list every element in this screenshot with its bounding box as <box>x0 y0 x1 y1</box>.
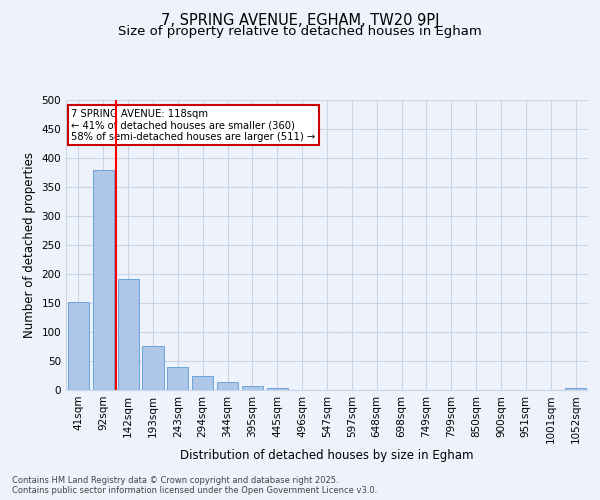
X-axis label: Distribution of detached houses by size in Egham: Distribution of detached houses by size … <box>180 449 474 462</box>
Bar <box>242 386 263 390</box>
Bar <box>118 279 139 390</box>
Bar <box>68 302 89 390</box>
Bar <box>167 368 188 390</box>
Bar <box>267 388 288 390</box>
Bar <box>565 388 586 390</box>
Bar <box>192 376 213 390</box>
Text: Size of property relative to detached houses in Egham: Size of property relative to detached ho… <box>118 25 482 38</box>
Bar <box>142 346 164 390</box>
Text: Contains HM Land Registry data © Crown copyright and database right 2025.
Contai: Contains HM Land Registry data © Crown c… <box>12 476 377 495</box>
Text: 7 SPRING AVENUE: 118sqm
← 41% of detached houses are smaller (360)
58% of semi-d: 7 SPRING AVENUE: 118sqm ← 41% of detache… <box>71 108 316 142</box>
Text: 7, SPRING AVENUE, EGHAM, TW20 9PJ: 7, SPRING AVENUE, EGHAM, TW20 9PJ <box>161 12 439 28</box>
Bar <box>217 382 238 390</box>
Bar <box>93 170 114 390</box>
Y-axis label: Number of detached properties: Number of detached properties <box>23 152 36 338</box>
